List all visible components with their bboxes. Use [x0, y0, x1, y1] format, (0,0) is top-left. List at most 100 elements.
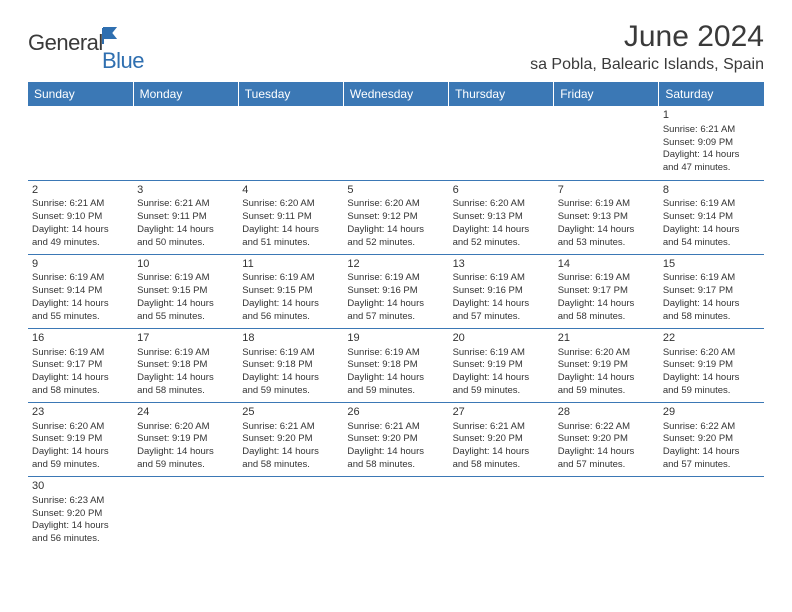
- daylight-text: and 57 minutes.: [347, 311, 444, 324]
- calendar-week-row: 16Sunrise: 6:19 AMSunset: 9:17 PMDayligh…: [28, 328, 764, 402]
- daylight-text: and 58 minutes.: [663, 311, 760, 324]
- daylight-text: and 55 minutes.: [137, 311, 234, 324]
- sunrise-text: Sunrise: 6:19 AM: [558, 198, 655, 211]
- sunset-text: Sunset: 9:13 PM: [453, 211, 550, 224]
- day-number: 17: [137, 331, 234, 346]
- sunrise-text: Sunrise: 6:19 AM: [347, 272, 444, 285]
- weekday-header: Friday: [554, 82, 659, 106]
- daylight-text: and 58 minutes.: [347, 459, 444, 472]
- calendar-week-row: 1Sunrise: 6:21 AMSunset: 9:09 PMDaylight…: [28, 106, 764, 180]
- sunset-text: Sunset: 9:18 PM: [137, 359, 234, 372]
- sunrise-text: Sunrise: 6:21 AM: [137, 198, 234, 211]
- sunrise-text: Sunrise: 6:20 AM: [453, 198, 550, 211]
- sunset-text: Sunset: 9:19 PM: [558, 359, 655, 372]
- day-number: 23: [32, 405, 129, 420]
- day-number: 21: [558, 331, 655, 346]
- calendar-empty-cell: [343, 476, 448, 550]
- day-number: 25: [242, 405, 339, 420]
- weekday-header: Thursday: [449, 82, 554, 106]
- daylight-text: Daylight: 14 hours: [453, 446, 550, 459]
- calendar-day-cell: 16Sunrise: 6:19 AMSunset: 9:17 PMDayligh…: [28, 328, 133, 402]
- calendar-day-cell: 25Sunrise: 6:21 AMSunset: 9:20 PMDayligh…: [238, 402, 343, 476]
- sunrise-text: Sunrise: 6:19 AM: [137, 272, 234, 285]
- sunset-text: Sunset: 9:20 PM: [32, 508, 129, 521]
- sunset-text: Sunset: 9:18 PM: [347, 359, 444, 372]
- daylight-text: Daylight: 14 hours: [558, 298, 655, 311]
- daylight-text: Daylight: 14 hours: [453, 372, 550, 385]
- sunrise-text: Sunrise: 6:19 AM: [663, 198, 760, 211]
- day-number: 27: [453, 405, 550, 420]
- daylight-text: and 53 minutes.: [558, 237, 655, 250]
- day-number: 13: [453, 257, 550, 272]
- calendar-day-cell: 9Sunrise: 6:19 AMSunset: 9:14 PMDaylight…: [28, 254, 133, 328]
- sunset-text: Sunset: 9:16 PM: [453, 285, 550, 298]
- sunset-text: Sunset: 9:13 PM: [558, 211, 655, 224]
- calendar-day-cell: 19Sunrise: 6:19 AMSunset: 9:18 PMDayligh…: [343, 328, 448, 402]
- daylight-text: and 59 minutes.: [453, 385, 550, 398]
- sunset-text: Sunset: 9:19 PM: [137, 433, 234, 446]
- sunset-text: Sunset: 9:10 PM: [32, 211, 129, 224]
- daylight-text: Daylight: 14 hours: [663, 446, 760, 459]
- sunrise-text: Sunrise: 6:21 AM: [347, 421, 444, 434]
- calendar-week-row: 9Sunrise: 6:19 AMSunset: 9:14 PMDaylight…: [28, 254, 764, 328]
- sunset-text: Sunset: 9:20 PM: [663, 433, 760, 446]
- daylight-text: and 57 minutes.: [453, 311, 550, 324]
- calendar-empty-cell: [554, 476, 659, 550]
- sunset-text: Sunset: 9:20 PM: [558, 433, 655, 446]
- calendar-day-cell: 22Sunrise: 6:20 AMSunset: 9:19 PMDayligh…: [659, 328, 764, 402]
- daylight-text: Daylight: 14 hours: [242, 224, 339, 237]
- daylight-text: and 58 minutes.: [242, 459, 339, 472]
- daylight-text: Daylight: 14 hours: [242, 372, 339, 385]
- day-number: 24: [137, 405, 234, 420]
- logo-text-blue: Blue: [102, 48, 144, 74]
- daylight-text: and 49 minutes.: [32, 237, 129, 250]
- daylight-text: Daylight: 14 hours: [558, 224, 655, 237]
- calendar-day-cell: 28Sunrise: 6:22 AMSunset: 9:20 PMDayligh…: [554, 402, 659, 476]
- calendar-day-cell: 17Sunrise: 6:19 AMSunset: 9:18 PMDayligh…: [133, 328, 238, 402]
- daylight-text: and 56 minutes.: [32, 533, 129, 546]
- daylight-text: Daylight: 14 hours: [453, 298, 550, 311]
- calendar-day-cell: 2Sunrise: 6:21 AMSunset: 9:10 PMDaylight…: [28, 180, 133, 254]
- daylight-text: and 54 minutes.: [663, 237, 760, 250]
- daylight-text: and 59 minutes.: [32, 459, 129, 472]
- daylight-text: and 59 minutes.: [242, 385, 339, 398]
- sunset-text: Sunset: 9:18 PM: [242, 359, 339, 372]
- weekday-header: Tuesday: [238, 82, 343, 106]
- daylight-text: and 58 minutes.: [137, 385, 234, 398]
- logo: General Blue: [28, 20, 103, 56]
- calendar-empty-cell: [449, 106, 554, 180]
- calendar-empty-cell: [449, 476, 554, 550]
- day-number: 5: [347, 183, 444, 198]
- calendar-empty-cell: [343, 106, 448, 180]
- calendar-day-cell: 3Sunrise: 6:21 AMSunset: 9:11 PMDaylight…: [133, 180, 238, 254]
- daylight-text: Daylight: 14 hours: [663, 372, 760, 385]
- day-number: 4: [242, 183, 339, 198]
- daylight-text: and 59 minutes.: [663, 385, 760, 398]
- calendar-empty-cell: [238, 106, 343, 180]
- daylight-text: and 59 minutes.: [558, 385, 655, 398]
- sunset-text: Sunset: 9:12 PM: [347, 211, 444, 224]
- daylight-text: Daylight: 14 hours: [137, 372, 234, 385]
- daylight-text: Daylight: 14 hours: [453, 224, 550, 237]
- daylight-text: and 52 minutes.: [453, 237, 550, 250]
- sunrise-text: Sunrise: 6:20 AM: [663, 347, 760, 360]
- daylight-text: and 57 minutes.: [663, 459, 760, 472]
- sunrise-text: Sunrise: 6:20 AM: [558, 347, 655, 360]
- sunrise-text: Sunrise: 6:19 AM: [453, 272, 550, 285]
- sunrise-text: Sunrise: 6:19 AM: [558, 272, 655, 285]
- calendar-day-cell: 1Sunrise: 6:21 AMSunset: 9:09 PMDaylight…: [659, 106, 764, 180]
- flag-icon: [101, 26, 121, 46]
- calendar-empty-cell: [28, 106, 133, 180]
- calendar-day-cell: 18Sunrise: 6:19 AMSunset: 9:18 PMDayligh…: [238, 328, 343, 402]
- sunset-text: Sunset: 9:19 PM: [453, 359, 550, 372]
- calendar-day-cell: 5Sunrise: 6:20 AMSunset: 9:12 PMDaylight…: [343, 180, 448, 254]
- daylight-text: Daylight: 14 hours: [347, 372, 444, 385]
- calendar-day-cell: 26Sunrise: 6:21 AMSunset: 9:20 PMDayligh…: [343, 402, 448, 476]
- daylight-text: and 51 minutes.: [242, 237, 339, 250]
- daylight-text: and 50 minutes.: [137, 237, 234, 250]
- daylight-text: and 59 minutes.: [347, 385, 444, 398]
- sunset-text: Sunset: 9:19 PM: [32, 433, 129, 446]
- daylight-text: Daylight: 14 hours: [32, 372, 129, 385]
- sunrise-text: Sunrise: 6:19 AM: [137, 347, 234, 360]
- daylight-text: Daylight: 14 hours: [242, 298, 339, 311]
